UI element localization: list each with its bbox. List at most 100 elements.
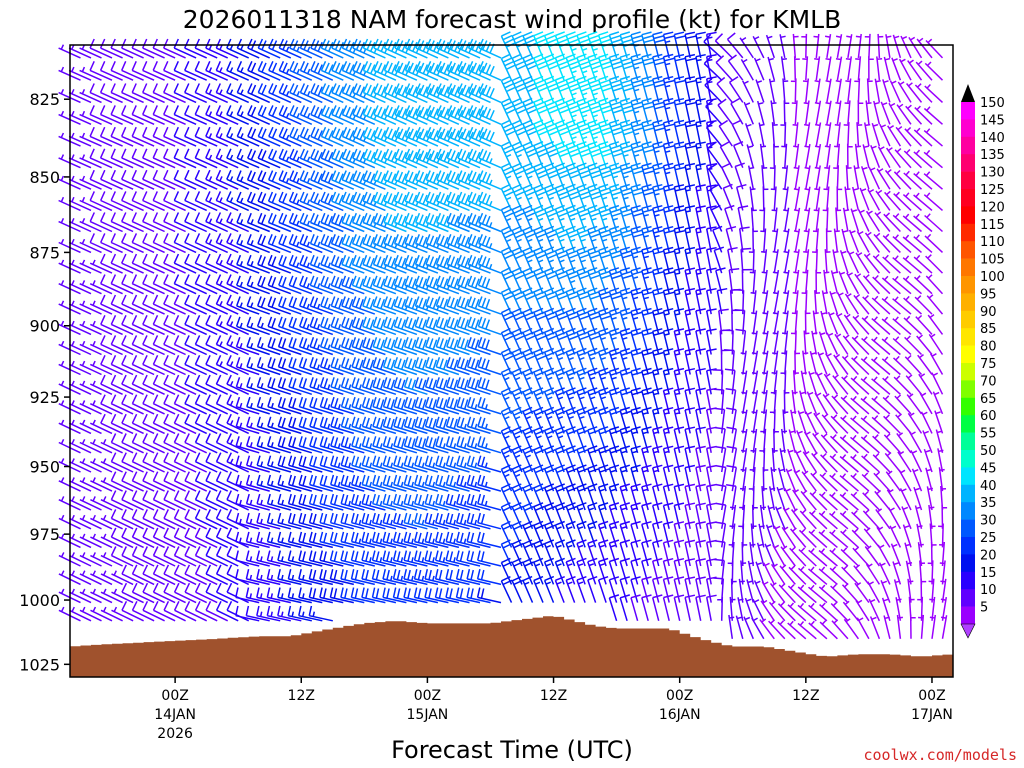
wind-barb (215, 253, 239, 274)
wind-barb (895, 126, 912, 147)
wind-barb (729, 523, 736, 548)
wind-barb (278, 60, 302, 81)
wind-barb (246, 212, 270, 233)
wind-barb (839, 510, 859, 530)
wind-barb (735, 328, 747, 355)
wind-barb (68, 438, 92, 454)
wind-barb (235, 474, 260, 492)
wind-barb (875, 189, 891, 211)
wind-barb (163, 546, 186, 567)
wind-barb (619, 246, 633, 274)
wind-barb (309, 234, 334, 254)
wind-barb (808, 548, 828, 567)
wind-barb (341, 254, 365, 274)
wind-barb (533, 287, 547, 315)
wind-barb (662, 141, 675, 168)
wind-barb (902, 255, 922, 274)
wind-barb (163, 169, 186, 190)
wind-barb (445, 512, 470, 530)
wind-barb (308, 512, 333, 530)
wind-barb (775, 506, 786, 530)
wind-barb (842, 334, 859, 355)
wind-barb (257, 234, 281, 254)
wind-barb (319, 569, 344, 586)
wind-barb (152, 433, 176, 454)
wind-barb (662, 387, 674, 415)
wind-barb (445, 455, 470, 473)
wind-barb (801, 290, 808, 315)
wind-barb (79, 438, 102, 454)
wind-barb (792, 122, 799, 147)
wind-barb (801, 470, 817, 492)
wind-barb (705, 502, 717, 529)
wind-barb (771, 122, 778, 147)
wind-barb (226, 335, 250, 356)
wind-barb (257, 212, 281, 233)
wind-barb (915, 60, 933, 81)
wind-barb (861, 336, 880, 356)
wind-barb (372, 336, 397, 356)
wind-barb (543, 367, 556, 395)
wind-barb (783, 389, 790, 414)
wind-barb (131, 294, 155, 315)
wind-barb (121, 564, 144, 586)
wind-barb (597, 426, 610, 454)
wind-barb (194, 527, 218, 549)
wind-barb (372, 436, 397, 454)
wind-barb (703, 55, 723, 81)
wind-barb (782, 165, 789, 190)
wind-barb (393, 416, 418, 435)
wind-barb (565, 162, 580, 190)
wind-barb (597, 162, 613, 190)
wind-barb (121, 253, 144, 274)
wind-barb (277, 550, 302, 567)
wind-barb (821, 290, 829, 315)
wind-barb (382, 455, 407, 473)
colorbar-label: 70 (980, 374, 997, 389)
wind-barb (761, 581, 775, 603)
wind-barb (851, 335, 870, 356)
wind-barb (205, 527, 229, 549)
wind-barb (608, 162, 622, 190)
wind-barb (793, 207, 801, 232)
wind-barb (597, 406, 610, 434)
wind-barb (287, 455, 313, 473)
wind-barb (99, 105, 123, 125)
wind-barb (695, 98, 706, 125)
wind-barb (287, 474, 313, 492)
wind-barb (205, 509, 229, 530)
wind-barb (850, 395, 870, 415)
colorbar-label: 40 (980, 479, 997, 494)
wind-barb (268, 170, 292, 190)
wind-barb (79, 320, 102, 336)
wind-barb (751, 504, 758, 529)
wind-barb (522, 141, 538, 168)
wind-barb (446, 296, 470, 315)
wind-barb (383, 212, 407, 233)
wind-barb (331, 191, 355, 212)
wind-barb (236, 170, 260, 190)
wind-barb (446, 316, 470, 336)
wind-barb (68, 175, 92, 190)
wind-barb (554, 31, 570, 59)
wind-barb (533, 141, 548, 168)
wind-barb (812, 228, 819, 253)
wind-barb (456, 316, 481, 336)
wind-barb (673, 119, 686, 147)
wind-barb (863, 527, 880, 548)
wind-barb (361, 357, 386, 376)
wind-barb (898, 469, 912, 492)
plot-area (58, 31, 954, 678)
wind-barb (630, 307, 642, 335)
wind-barb (662, 348, 674, 375)
wind-barb (425, 191, 449, 212)
wind-barb (467, 170, 491, 190)
wind-barb (68, 458, 92, 473)
wind-barb (361, 550, 386, 567)
wind-barb (925, 38, 944, 59)
wind-barb (867, 581, 881, 603)
wind-barb (641, 75, 654, 103)
wind-barb (597, 575, 609, 603)
wind-barb (373, 148, 397, 169)
wind-barb (205, 83, 229, 104)
